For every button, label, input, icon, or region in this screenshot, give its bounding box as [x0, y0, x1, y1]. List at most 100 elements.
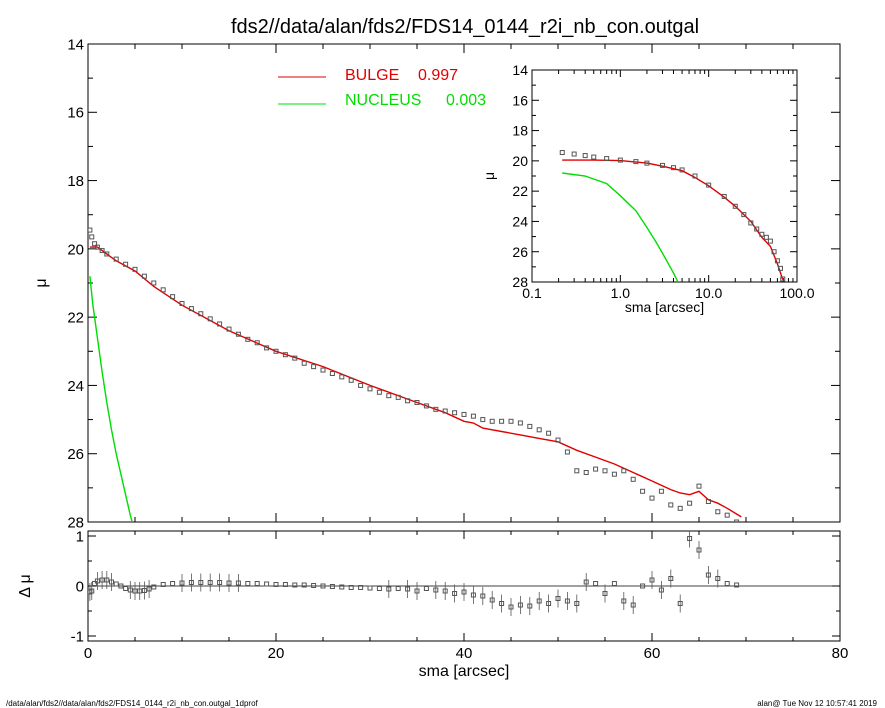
data-point: [292, 355, 298, 361]
data-point: [92, 241, 98, 247]
footer-left: /data/alan/fds2//data/alan/fds2/FDS14_01…: [6, 699, 259, 708]
data-point: [659, 162, 665, 168]
plot-frame: [531, 69, 798, 283]
data-point: [692, 173, 698, 179]
data-point: [499, 601, 505, 606]
plot-area: [559, 150, 786, 282]
data-point: [536, 598, 542, 604]
x-tick-label: 40: [456, 645, 473, 662]
data-point: [405, 586, 411, 592]
x-tick-label: 60: [644, 645, 661, 662]
legend-nucleus-value: 0.003: [446, 92, 486, 109]
data-point: [621, 598, 627, 604]
x-tick-label: 10.0: [695, 285, 722, 301]
data-point: [754, 226, 760, 232]
plot-area: [88, 227, 742, 522]
series-line-bulge: [562, 159, 784, 280]
data-point: [658, 587, 664, 593]
data-point: [564, 598, 570, 604]
data-point: [679, 167, 685, 173]
legend-nucleus-label: NUCLEUS: [345, 92, 421, 109]
data-point: [320, 367, 326, 373]
data-point: [452, 591, 458, 596]
data-point: [489, 597, 495, 603]
data-point: [649, 577, 655, 583]
data-point: [724, 581, 730, 586]
data-point: [292, 582, 298, 588]
data-point: [721, 193, 727, 199]
data-point: [442, 588, 448, 594]
data-point: [759, 231, 765, 237]
data-point: [423, 586, 429, 591]
y-tick-label: 14: [67, 36, 84, 53]
data-point: [367, 585, 373, 591]
y-tick-label: 28: [67, 514, 84, 531]
data-point: [470, 413, 476, 419]
data-point: [226, 580, 232, 586]
data-point: [771, 249, 777, 255]
data-point: [715, 576, 721, 581]
data-point: [88, 227, 93, 233]
y-tick-label: 22: [512, 183, 528, 199]
data-point: [774, 258, 780, 264]
data-point: [339, 374, 345, 380]
y-tick-label: 24: [512, 213, 528, 229]
data-point: [264, 345, 270, 351]
legend: BULGE 0.997 NUCLEUS 0.003: [278, 67, 486, 109]
y-tick-label: -1: [71, 628, 84, 645]
data-point: [109, 579, 114, 585]
y-tick-label: 20: [512, 153, 528, 169]
data-point: [480, 593, 486, 599]
data-point: [604, 156, 610, 162]
y-tick-label: 24: [67, 378, 84, 395]
data-point: [630, 602, 636, 608]
data-point: [395, 586, 401, 591]
data-point: [555, 437, 561, 443]
data-point: [311, 364, 317, 370]
data-point: [301, 582, 307, 588]
data-point: [559, 150, 565, 156]
footer-right: alan@ Tue Nov 12 10:57:41 2019: [757, 699, 877, 708]
series-line-nucleus: [89, 276, 133, 522]
data-point: [339, 584, 345, 590]
data-point: [602, 468, 608, 474]
data-point: [179, 300, 185, 306]
data-point: [687, 536, 693, 541]
data-point: [151, 280, 157, 286]
data-point: [452, 410, 458, 416]
data-point: [517, 602, 523, 608]
data-point: [480, 417, 486, 423]
y-tick-label: 16: [512, 92, 528, 108]
x-tick-label: 0: [84, 645, 92, 662]
data-point: [640, 583, 646, 589]
data-point: [207, 316, 213, 322]
data-point: [179, 580, 185, 586]
data-point: [254, 581, 260, 586]
data-point: [677, 505, 683, 511]
data-point: [593, 581, 599, 586]
data-point: [146, 586, 152, 592]
data-point: [123, 261, 129, 267]
y-axis-label: Δ μ: [17, 574, 34, 597]
data-point: [89, 234, 95, 240]
data-point: [282, 582, 288, 587]
data-point: [582, 153, 588, 159]
data-point: [386, 393, 392, 399]
data-point: [414, 588, 420, 594]
data-point: [254, 340, 260, 346]
data-point: [724, 512, 730, 518]
data-point: [99, 577, 105, 583]
data-point: [470, 592, 476, 598]
data-point: [273, 582, 279, 587]
data-point: [767, 238, 773, 244]
legend-bulge-value: 0.997: [418, 67, 458, 84]
data-point: [386, 586, 392, 592]
data-point: [583, 579, 589, 585]
y-tick-label: 14: [512, 62, 528, 78]
data-point: [113, 581, 119, 587]
data-point: [499, 418, 505, 424]
data-point: [611, 581, 617, 586]
x-axis-label: sma [arcsec]: [625, 299, 704, 315]
data-point: [141, 588, 147, 593]
data-point: [198, 311, 204, 317]
